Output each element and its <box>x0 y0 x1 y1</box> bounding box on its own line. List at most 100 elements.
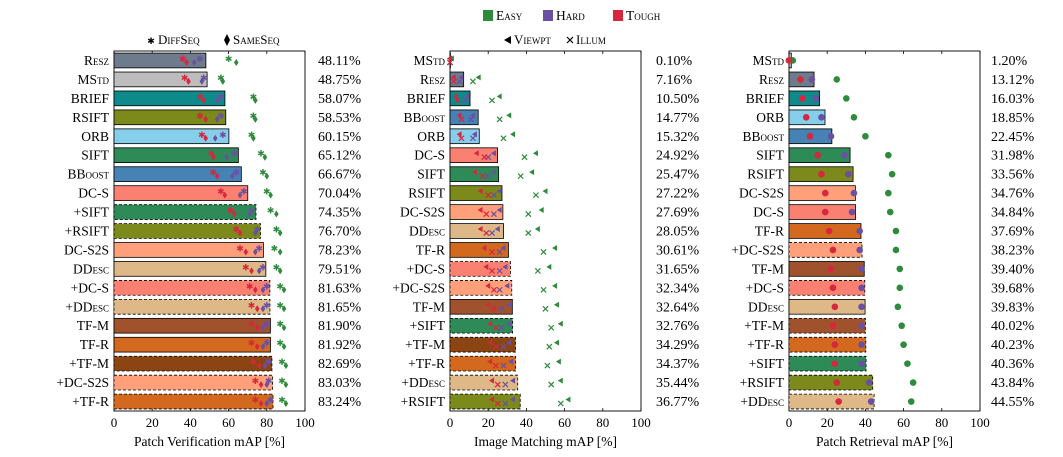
retrieval-hard-marker <box>849 209 856 216</box>
category-label: TF-M <box>77 318 109 333</box>
value-label: 10.50% <box>656 92 700 107</box>
bar <box>114 299 270 314</box>
sameseq-easy-marker <box>274 211 279 218</box>
value-label: 7.16% <box>656 73 693 88</box>
value-label: 38.23% <box>991 243 1035 258</box>
retrieval-tough-marker <box>835 398 842 405</box>
retrieval-tough-marker <box>832 360 839 367</box>
category-label: DDesc <box>409 224 445 239</box>
x-tick-label: 40 <box>184 415 197 430</box>
illum-easy-marker <box>501 136 506 141</box>
retrieval-tough-marker <box>830 285 837 292</box>
category-label: TF-M <box>413 299 445 314</box>
category-label: +DC-S <box>407 261 445 276</box>
retrieval-tough-marker <box>830 247 837 254</box>
diffseq-tough-marker: ✱ <box>196 111 204 121</box>
retrieval-tough-marker <box>807 133 814 140</box>
bar <box>789 356 866 371</box>
category-label: TF-M <box>752 261 784 276</box>
category-label: DC-S2S <box>64 242 109 257</box>
value-label: 74.35% <box>318 206 362 221</box>
value-label: 81.92% <box>318 338 362 353</box>
x-tick-label: 60 <box>222 415 235 430</box>
category-label: RSIFT <box>72 110 110 125</box>
x-tick-label: 20 <box>482 415 495 430</box>
bar <box>450 224 504 239</box>
value-label: 36.77% <box>656 395 700 410</box>
category-label: TF-R <box>80 337 109 352</box>
category-label: +DC-S2S <box>56 375 109 390</box>
retrieval-hard-marker <box>856 228 863 235</box>
category-label: DC-S <box>414 148 445 163</box>
value-label: 13.12% <box>991 73 1035 88</box>
category-label: +DDesc <box>401 375 445 390</box>
x-tick-label: 80 <box>260 415 273 430</box>
value-label: 76.70% <box>318 225 362 240</box>
value-label: 39.40% <box>991 262 1035 277</box>
value-label: 81.65% <box>318 300 362 315</box>
category-label: DC-S <box>753 205 784 220</box>
value-label: 22.45% <box>991 130 1035 145</box>
value-label: 34.84% <box>991 206 1035 221</box>
value-label: 39.68% <box>991 281 1035 296</box>
illum-easy-marker <box>535 268 540 273</box>
value-label: 27.69% <box>656 206 700 221</box>
category-label: +TF-R <box>408 356 445 371</box>
legend-marker-sameseq <box>224 34 230 46</box>
bar <box>789 280 865 295</box>
viewpt-easy-marker <box>476 74 481 80</box>
retrieval-easy-marker <box>895 303 902 310</box>
value-label: 81.90% <box>318 319 362 334</box>
bar <box>789 262 864 277</box>
x-tick-label: 80 <box>935 415 948 430</box>
bar <box>114 394 273 409</box>
bar <box>114 375 273 390</box>
category-label: MStd <box>413 53 445 68</box>
diffseq-tough-marker: ✱ <box>242 262 250 272</box>
illum-easy-marker <box>558 401 563 406</box>
retrieval-easy-marker <box>900 341 907 348</box>
category-label: +DC-S <box>71 280 109 295</box>
value-label: 58.53% <box>318 111 362 126</box>
legend-label-viewpt: Viewpt <box>514 32 551 47</box>
viewpt-easy-marker <box>539 207 544 213</box>
viewpt-easy-marker <box>556 359 561 365</box>
viewpt-easy-marker <box>533 150 538 156</box>
retrieval-easy-marker <box>889 171 896 178</box>
x-tick-label: 40 <box>859 415 872 430</box>
bar <box>114 110 226 125</box>
retrieval-tough-marker <box>786 57 793 64</box>
x-axis-label: Image Matching mAP [%] <box>474 434 617 449</box>
bar <box>114 167 241 182</box>
bar <box>789 318 865 333</box>
viewpt-easy-marker <box>554 302 559 308</box>
retrieval-hard-marker <box>851 190 858 197</box>
retrieval-tough-marker <box>832 341 839 348</box>
retrieval-easy-marker <box>898 322 905 329</box>
value-label: 0.10% <box>656 54 693 69</box>
bar <box>789 243 862 258</box>
retrieval-hard-marker <box>812 95 819 102</box>
diffseq-hard-marker: ✱ <box>196 54 204 64</box>
value-label: 33.56% <box>991 168 1035 183</box>
category-label: MStd <box>77 72 109 87</box>
retrieval-tough-marker <box>833 379 840 386</box>
illum-easy-marker <box>545 363 550 368</box>
illum-easy-marker <box>547 344 552 349</box>
value-label: 1.20% <box>991 54 1028 69</box>
bar <box>450 167 499 182</box>
category-label: +TF-M <box>744 318 784 333</box>
value-label: 30.61% <box>656 243 700 258</box>
retrieval-tough-marker <box>828 266 835 273</box>
category-label: +TF-R <box>72 394 109 409</box>
category-label: +SIFT <box>74 205 110 220</box>
retrieval-tough-marker <box>826 228 833 235</box>
sameseq-easy-marker <box>234 59 239 66</box>
illum-easy-marker <box>526 230 531 235</box>
retrieval-hard-marker <box>858 303 865 310</box>
legend-swatch-tough <box>613 10 623 21</box>
